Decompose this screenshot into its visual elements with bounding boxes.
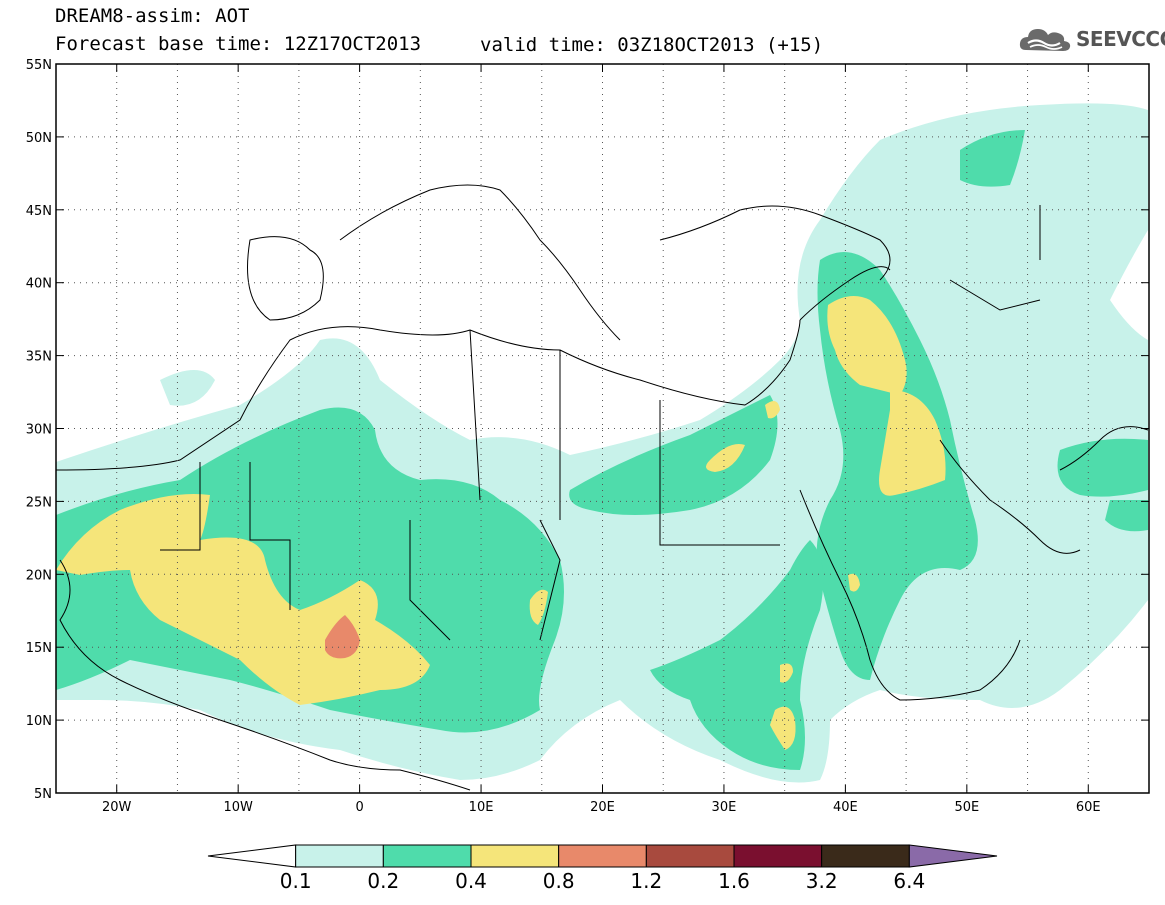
lon-label: 10W (223, 800, 253, 815)
colorbar-label: 0.8 (543, 869, 575, 893)
colorbar-label: 0.1 (280, 869, 312, 893)
coastlines-and-borders (56, 184, 1149, 791)
colorbar-segment (295, 844, 384, 868)
axis-ticks (56, 63, 1149, 794)
lat-label: 35N (26, 350, 52, 365)
colorbar-label: 0.2 (367, 869, 399, 893)
colorbar-segment (382, 844, 472, 868)
logo-text: SEEVCCC (1076, 27, 1165, 51)
colorbar-segment (207, 844, 297, 868)
colorbar-label: 0.4 (455, 869, 487, 893)
lat-label: 50N (26, 131, 52, 146)
lon-label: 20E (590, 800, 615, 815)
lat-label: 15N (26, 641, 52, 656)
colorbar-labels: 0.1 0.2 0.4 0.8 1.2 1.6 3.2 6.4 (280, 869, 925, 893)
colorbar-segment (558, 844, 647, 868)
lon-label: 10E (469, 800, 494, 815)
aot-band-0.8-1.2 (325, 615, 360, 659)
colorbar-segment (821, 844, 910, 868)
lat-label: 20N (26, 568, 52, 583)
lat-label: 25N (26, 495, 52, 510)
longitude-labels: 20W 10W 0 10E 20E 30E 40E 50E 60E (102, 800, 1101, 815)
lat-label: 45N (26, 204, 52, 219)
colorbar-label: 3.2 (806, 869, 838, 893)
aot-shading (56, 103, 1148, 783)
cloud-icon (1019, 29, 1071, 51)
colorbar-label: 1.6 (718, 869, 750, 893)
colorbar-label: 1.2 (630, 869, 662, 893)
latitude-labels: 5N 10N 15N 20N 25N 30N 35N 40N 45N 50N 55N (26, 58, 52, 802)
lat-label: 10N (26, 714, 52, 729)
forecast-base-time: Forecast base time: 12Z17OCT2013 (55, 33, 422, 55)
lat-label: 55N (26, 58, 52, 73)
colorbar-segment (470, 844, 560, 868)
valid-time: valid time: 03Z18OCT2013 (+15) (480, 34, 824, 56)
map-title: DREAM8-assim: AOT (55, 5, 250, 27)
aot-colorbar (207, 844, 998, 868)
lat-label: 40N (26, 277, 52, 292)
map-graticule (56, 64, 1149, 793)
colorbar-segment (733, 844, 823, 868)
seevccc-logo: SEEVCCC (1018, 24, 1165, 54)
lon-label: 0 (355, 800, 363, 815)
colorbar-segment (645, 844, 735, 868)
lat-label: 5N (34, 787, 52, 802)
colorbar-segment (908, 844, 998, 868)
lon-label: 40E (833, 800, 858, 815)
lat-label: 30N (26, 423, 52, 438)
lon-label: 30E (712, 800, 737, 815)
lon-label: 50E (954, 800, 979, 815)
lon-label: 60E (1076, 800, 1101, 815)
colorbar-label: 6.4 (893, 869, 925, 893)
lon-label: 20W (102, 800, 132, 815)
